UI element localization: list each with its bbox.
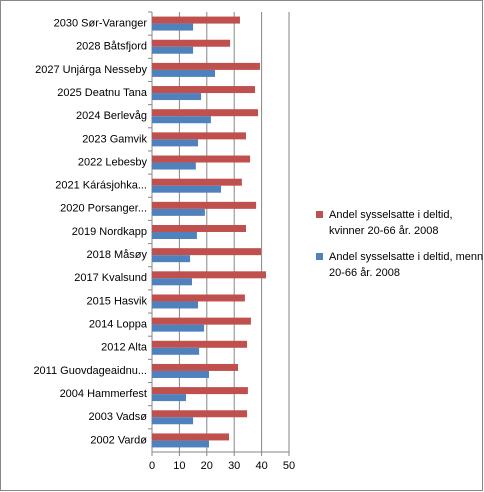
bar	[152, 301, 199, 309]
bar	[152, 278, 193, 286]
bar	[152, 440, 209, 448]
bar	[152, 248, 262, 256]
bar	[152, 86, 256, 94]
bar	[152, 109, 259, 117]
bar	[152, 16, 240, 24]
y-tick-label: 2002 Vardø	[90, 434, 147, 446]
bar	[152, 178, 242, 186]
bar	[152, 255, 191, 263]
bar	[152, 93, 202, 101]
bar	[152, 46, 194, 54]
y-tick-label: 2020 Porsanger...	[60, 203, 147, 215]
bar	[152, 324, 205, 332]
x-tick-label: 20	[201, 460, 213, 472]
y-tick-label: 2003 Vadsø	[88, 411, 147, 423]
bar	[152, 363, 239, 371]
y-tick-label: 2004 Hammerfest	[60, 388, 147, 400]
bar	[152, 433, 229, 441]
bar	[152, 185, 222, 193]
y-tick-label: 2027 Unjárga Nesseby	[35, 64, 147, 76]
y-tick-label: 2021 Kárásjohka...	[55, 180, 147, 192]
y-tick-label: 2017 Kvalsund	[74, 272, 147, 284]
legend-label: Andel sysselsatte i deltid, kvinner 20-6…	[329, 209, 453, 237]
bar	[152, 225, 246, 232]
bar	[152, 347, 200, 355]
legend-label: Andel sysselsatte i deltid, menn 20-66 å…	[329, 251, 484, 279]
bar	[152, 370, 209, 378]
y-tick-label: 2011 Guovdageaidnu...	[33, 365, 147, 377]
bar	[152, 39, 231, 47]
bar	[152, 201, 257, 209]
legend-swatch	[316, 211, 323, 218]
y-tick-label: 2022 Lebesby	[78, 156, 148, 168]
bar	[152, 23, 194, 31]
bar	[152, 232, 197, 239]
y-tick-label: 2030 Sør-Varanger	[54, 17, 148, 29]
bar	[152, 139, 199, 147]
bar	[152, 417, 194, 425]
legend-swatch	[316, 253, 323, 260]
bar	[152, 387, 248, 395]
legend-item: Andel sysselsatte i deltid, menn 20-66 å…	[316, 249, 484, 281]
y-tick-label: 2015 Hasvik	[86, 295, 147, 307]
bar	[152, 340, 248, 348]
bar	[152, 394, 186, 402]
x-tick-label: 30	[228, 460, 240, 472]
y-tick-label: 2025 Deatnu Tana	[57, 87, 148, 99]
x-tick-label: 50	[283, 460, 295, 472]
bar	[152, 208, 205, 216]
bar	[152, 317, 251, 325]
bar	[152, 162, 196, 170]
y-tick-label: 2019 Nordkapp	[72, 226, 147, 238]
y-tick-label: 2018 Måsøy	[86, 249, 147, 261]
bar	[152, 155, 251, 163]
y-tick-label: 2028 Båtsfjord	[76, 41, 147, 53]
bar	[152, 410, 248, 418]
bar	[152, 294, 245, 302]
bar	[152, 116, 211, 124]
bar	[152, 271, 266, 279]
bar	[152, 62, 260, 70]
x-tick-label: 0	[149, 460, 155, 472]
x-tick-label: 40	[255, 460, 267, 472]
y-tick-label: 2024 Berlevåg	[76, 110, 147, 122]
bar	[152, 132, 246, 140]
x-tick-label: 10	[173, 460, 185, 472]
legend-item: Andel sysselsatte i deltid, kvinner 20-6…	[316, 207, 484, 239]
y-tick-label: 2023 Gamvik	[82, 133, 147, 145]
y-tick-label: 2012 Alta	[101, 342, 148, 354]
y-tick-label: 2014 Loppa	[89, 319, 148, 331]
bar	[152, 69, 216, 77]
